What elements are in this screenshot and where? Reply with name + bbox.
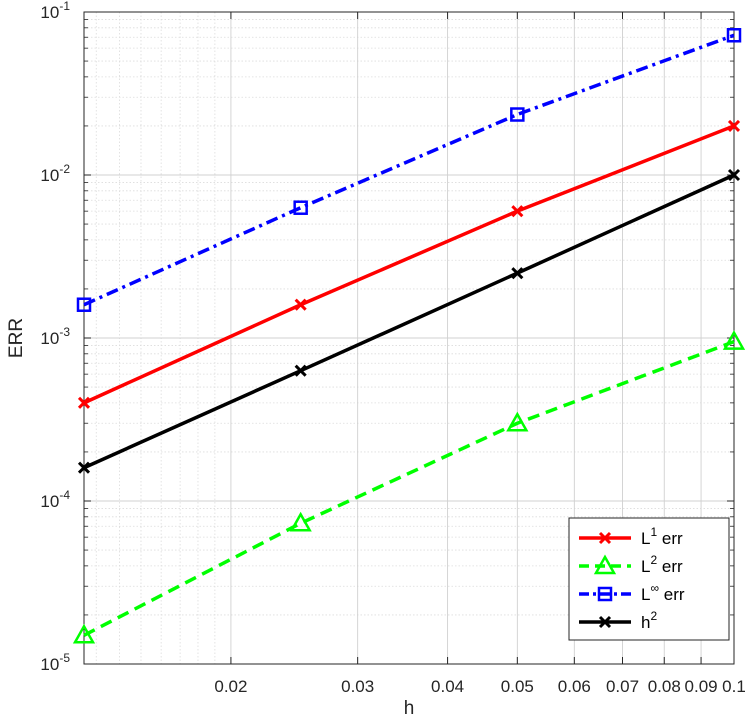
x-marker bbox=[598, 615, 612, 629]
series-line bbox=[83, 33, 735, 307]
major-grid bbox=[84, 11, 735, 665]
x-tick-label: 0.1 bbox=[722, 677, 746, 696]
triangle-marker bbox=[593, 554, 617, 575]
legend-label: L1 err bbox=[641, 525, 683, 548]
legend: L1 err L2 err L∞ err h2 bbox=[568, 517, 730, 641]
x-tick-label: 0.07 bbox=[606, 677, 639, 696]
x-marker bbox=[294, 298, 307, 311]
legend-entry: L2 err bbox=[579, 553, 683, 576]
legend-entry: L∞ err bbox=[579, 581, 685, 604]
series-L2-err bbox=[72, 330, 746, 644]
x-marker bbox=[598, 531, 612, 545]
y-tick-label: 10-3 bbox=[40, 325, 70, 348]
legend-entry: h2 bbox=[579, 609, 657, 632]
triangle-marker bbox=[506, 411, 529, 432]
x-tick-label: 0.05 bbox=[501, 677, 534, 696]
triangle-marker bbox=[72, 623, 96, 644]
x-tick-label: 0.09 bbox=[685, 677, 718, 696]
x-tick-label: 0.08 bbox=[648, 677, 681, 696]
x-marker bbox=[511, 267, 524, 280]
y-axis-label: ERR bbox=[6, 318, 27, 358]
x-tick-label: 0.04 bbox=[431, 677, 464, 696]
y-tick-label: 10-4 bbox=[40, 488, 70, 511]
x-tick-label: 0.03 bbox=[341, 677, 374, 696]
y-tick-labels: 10-5 10-4 10-3 10-2 10-1 bbox=[40, 0, 70, 674]
square-marker bbox=[726, 28, 742, 43]
square-marker bbox=[597, 586, 613, 602]
x-marker bbox=[294, 364, 307, 377]
series-L-err bbox=[76, 28, 742, 312]
legend-label: h2 bbox=[641, 609, 657, 632]
square-marker bbox=[76, 297, 92, 312]
series-line bbox=[83, 339, 735, 637]
series-layer bbox=[72, 28, 746, 644]
legend-label: L2 err bbox=[641, 553, 683, 576]
triangle-marker bbox=[722, 330, 746, 350]
x-marker bbox=[727, 119, 741, 132]
series-L1-err bbox=[77, 119, 741, 409]
x-tick-labels: 0.02 0.03 0.04 0.05 0.06 0.07 0.08 0.09 0.1 bbox=[214, 677, 745, 696]
triangle-marker bbox=[289, 511, 312, 532]
y-tick-label: 10-2 bbox=[40, 162, 70, 185]
series-line bbox=[83, 124, 735, 405]
legend-label: L∞ err bbox=[641, 581, 685, 604]
x-tick-label: 0.06 bbox=[558, 677, 591, 696]
y-tick-label: 10-1 bbox=[40, 0, 70, 22]
x-marker bbox=[727, 168, 741, 182]
y-tick-label: 10-5 bbox=[40, 651, 70, 674]
series-h2 bbox=[77, 168, 741, 474]
x-marker bbox=[77, 461, 91, 474]
square-marker bbox=[293, 200, 308, 215]
x-marker bbox=[77, 396, 91, 409]
series-line bbox=[83, 173, 735, 470]
square-marker bbox=[510, 107, 525, 122]
x-axis-label: h bbox=[404, 698, 415, 719]
x-marker bbox=[511, 205, 524, 218]
legend-entry: L1 err bbox=[579, 525, 683, 548]
x-tick-label: 0.02 bbox=[214, 677, 247, 696]
